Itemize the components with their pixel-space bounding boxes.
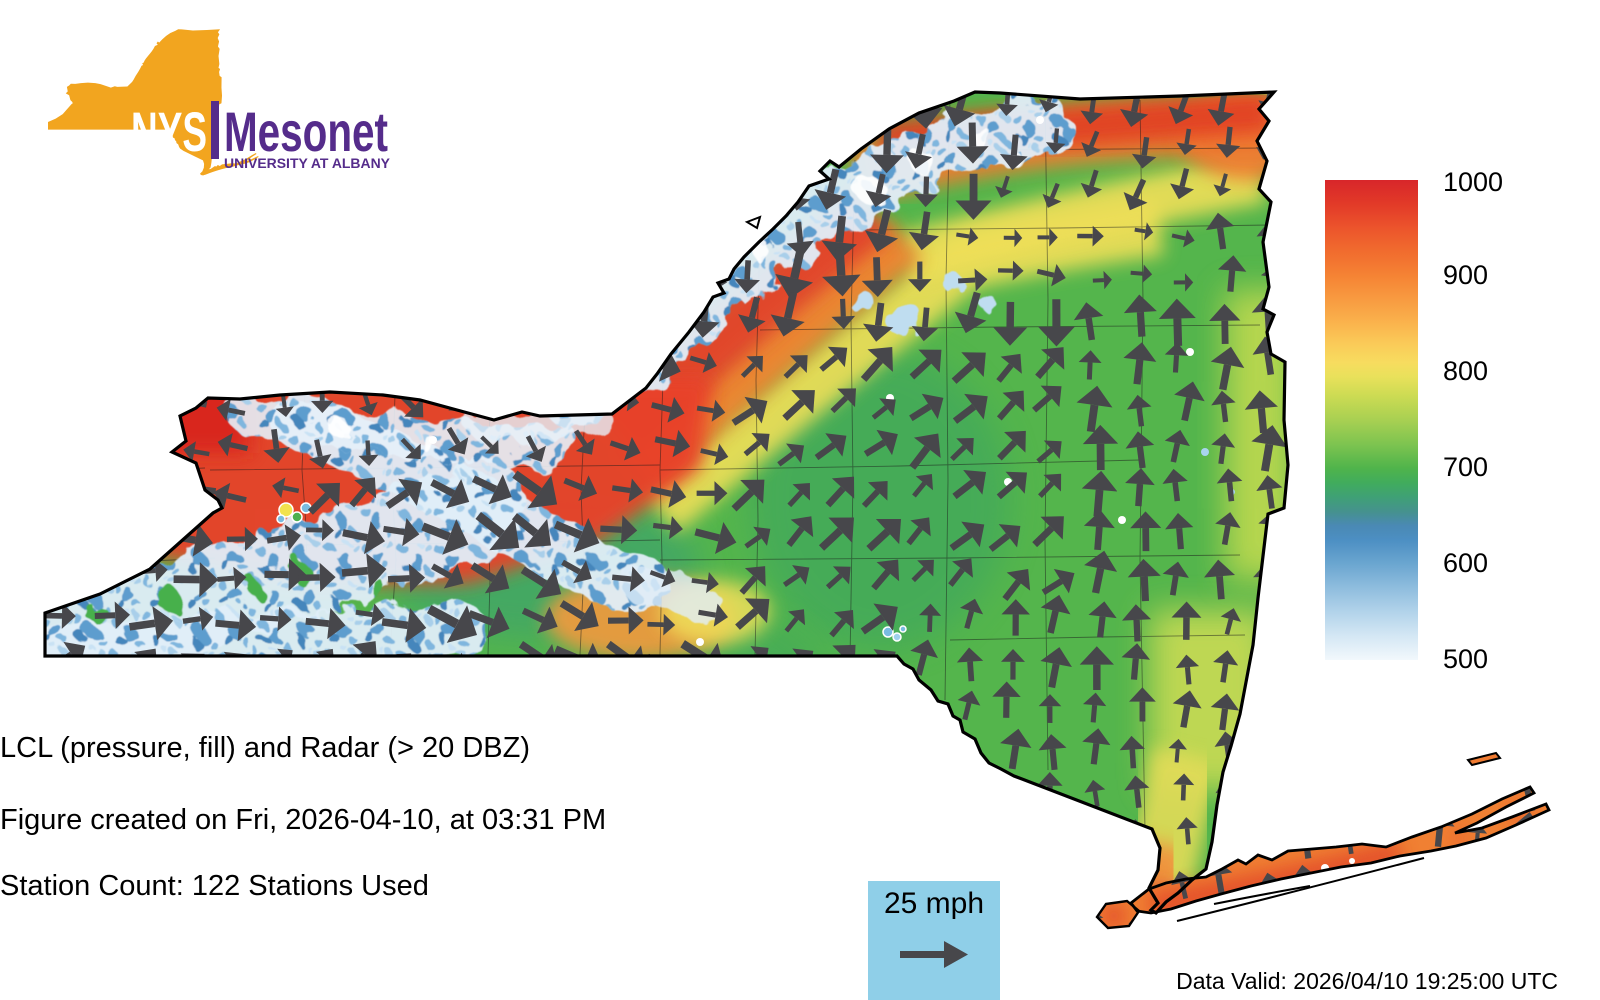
logo-tagline: UNIVERSITY AT ALBANY — [224, 155, 391, 171]
station-count-text: Station Count: 122 Stations Used — [0, 870, 429, 902]
logo-mesonet-text: Mesonet — [224, 100, 388, 163]
logo-nys-text: NYS — [131, 100, 207, 163]
colorbar-tick-800: 800 — [1443, 356, 1489, 386]
wind-speed-legend: 25 mph — [868, 881, 1000, 1000]
figure-created-text: Figure created on Fri, 2026-04-10, at 03… — [0, 804, 607, 836]
wind-speed-legend-label: 25 mph — [883, 887, 985, 920]
colorbar-tick-700: 700 — [1443, 452, 1489, 482]
nys-mesonet-logo: NYS Mesonet UNIVERSITY AT ALBANY — [48, 29, 391, 176]
colorbar-tick-600: 600 — [1443, 548, 1489, 578]
state-outline — [43, 90, 1551, 930]
colorbar-tick-900: 900 — [1443, 260, 1489, 290]
wind-reference-arrow-icon — [900, 941, 968, 968]
map-title: LCL (pressure, fill) and Radar (> 20 DBZ… — [0, 732, 530, 764]
colorbar-tick-1000: 1000 — [1443, 167, 1504, 197]
logo-divider — [211, 101, 219, 159]
colorbar-tick-500: 500 — [1443, 644, 1489, 674]
colorbar-gradient — [1325, 180, 1418, 660]
data-valid-text: Data Valid: 2026/04/10 19:25:00 UTC — [1176, 968, 1558, 994]
